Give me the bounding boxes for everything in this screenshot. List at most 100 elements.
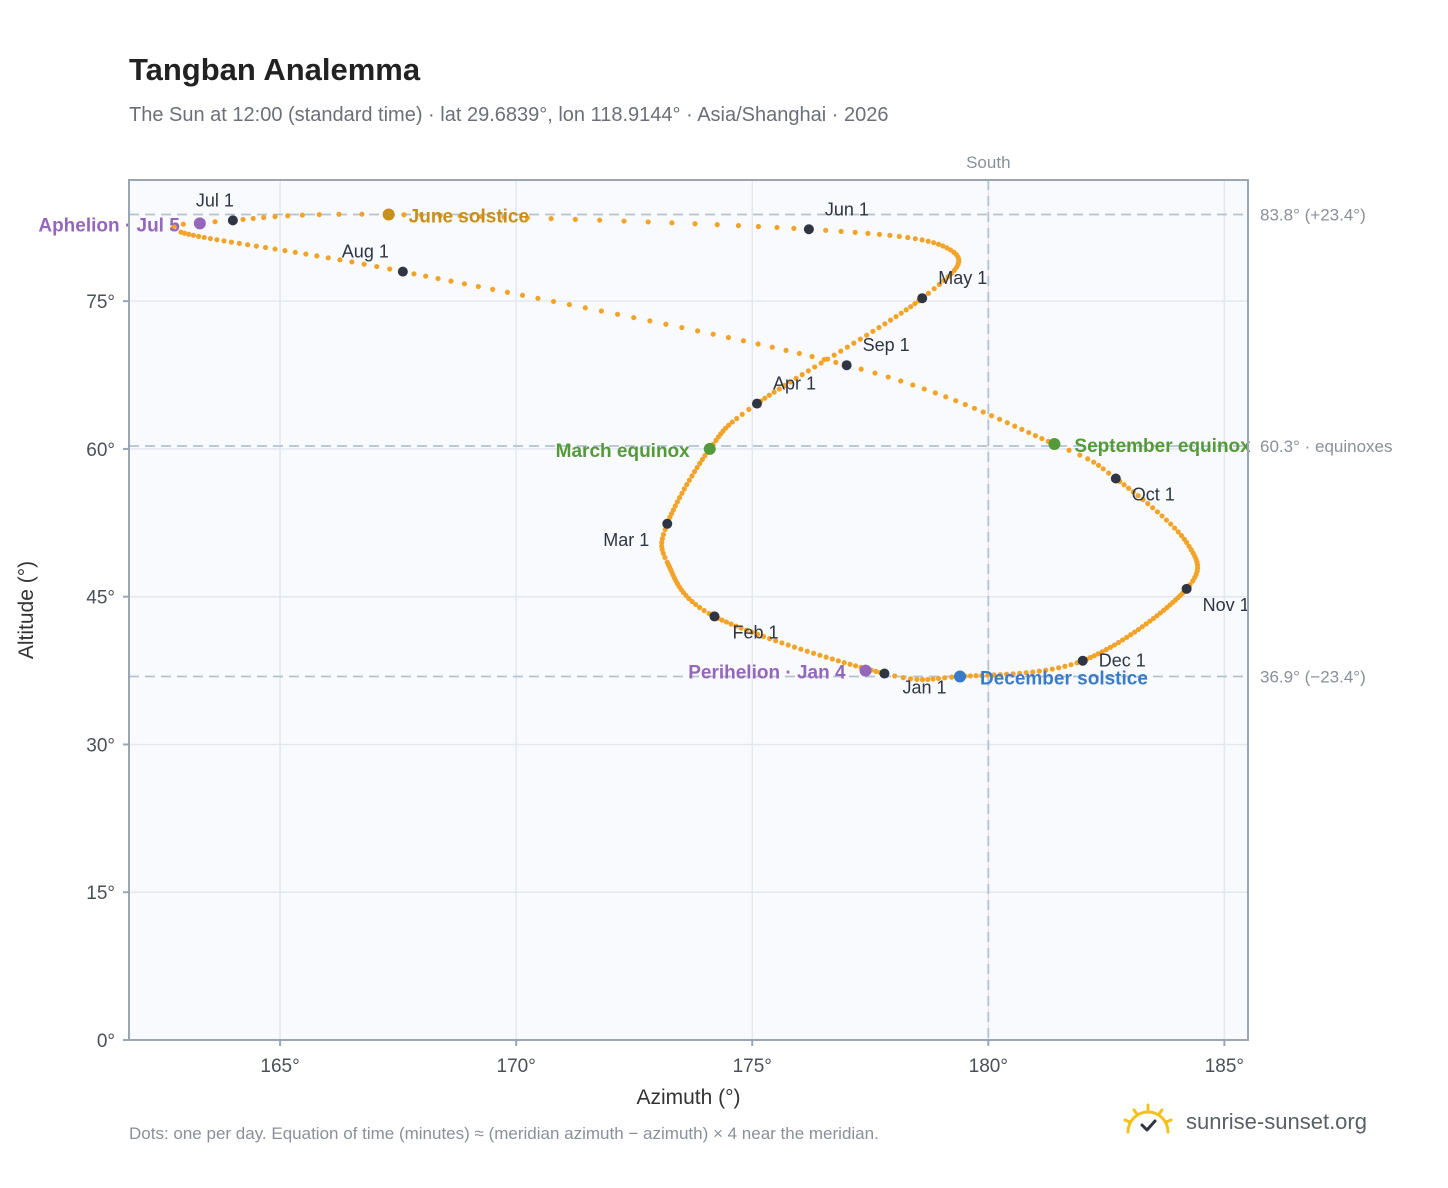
day-dot: [838, 228, 844, 234]
day-dot: [818, 360, 824, 366]
day-dot: [195, 233, 202, 239]
day-dot: [336, 211, 342, 217]
day-dot: [250, 215, 256, 222]
month-marker: [397, 266, 408, 277]
day-dot: [1026, 429, 1032, 436]
day-dot: [689, 473, 695, 479]
day-dot: [697, 460, 703, 466]
event-marker: [953, 670, 966, 683]
day-dot: [935, 241, 942, 247]
day-dot: [919, 677, 926, 683]
day-dot: [719, 617, 725, 623]
day-dot: [882, 321, 888, 327]
day-dot: [760, 633, 767, 640]
day-dot: [997, 671, 1003, 678]
month-label: Aug 1: [342, 242, 389, 262]
day-dot: [645, 219, 651, 225]
day-dot: [672, 503, 678, 509]
month-marker: [227, 215, 238, 226]
day-dot: [582, 305, 588, 311]
day-dot: [876, 324, 882, 331]
month-marker: [1181, 583, 1192, 594]
event-label: Aphelion · Jul 5: [38, 215, 180, 236]
day-dot: [991, 672, 997, 678]
day-dot: [967, 673, 974, 679]
day-dot: [1150, 615, 1157, 622]
event-label: June solstice: [409, 206, 529, 227]
day-dot: [885, 374, 891, 380]
month-marker: [709, 611, 720, 622]
day-dot: [272, 246, 278, 252]
day-dot: [910, 382, 916, 388]
day-dot: [475, 283, 481, 290]
day-dot: [1068, 662, 1074, 668]
day-dot: [872, 370, 878, 376]
day-dot: [325, 255, 331, 261]
event-label: September equinox: [1074, 436, 1251, 457]
day-dot: [774, 224, 780, 231]
y-tick-label: 15°: [86, 883, 115, 904]
day-dot: [851, 340, 857, 346]
day-dot: [821, 356, 827, 363]
day-dot: [858, 366, 864, 372]
day-dot: [734, 415, 740, 422]
day-dot: [181, 230, 188, 236]
day-dot: [316, 211, 322, 218]
event-marker: [382, 208, 395, 221]
day-dot: [659, 536, 665, 542]
day-dot: [597, 217, 603, 223]
day-dot: [401, 212, 407, 218]
day-dot: [1120, 637, 1126, 643]
day-dot: [1036, 668, 1042, 674]
day-dot: [900, 675, 906, 681]
day-dot: [282, 248, 288, 254]
day-dot: [572, 216, 578, 222]
month-marker: [1077, 655, 1088, 666]
day-dot: [812, 364, 818, 370]
day-dot: [566, 301, 572, 308]
day-dot: [925, 238, 931, 244]
day-dot: [725, 334, 732, 341]
month-marker: [841, 360, 852, 371]
chart-subtitle: The Sun at 12:00 (standard time) · lat 2…: [129, 104, 889, 126]
day-dot: [714, 222, 720, 228]
day-dot: [490, 286, 496, 292]
day-dot: [912, 236, 918, 242]
month-label: Oct 1: [1132, 484, 1175, 504]
day-dot: [766, 392, 772, 398]
day-dot: [925, 290, 932, 296]
day-dot: [660, 531, 667, 538]
day-dot: [1004, 420, 1010, 426]
day-dot: [374, 263, 380, 270]
day-dot: [387, 266, 393, 272]
day-dot: [1121, 482, 1127, 488]
day-dot: [733, 623, 739, 629]
day-dot: [1066, 447, 1072, 453]
day-dot: [723, 619, 730, 625]
day-dot: [739, 411, 745, 417]
day-dot: [796, 350, 802, 357]
x-tick-label: 170°: [497, 1056, 536, 1077]
day-dot: [776, 386, 782, 392]
day-dot: [221, 238, 227, 244]
day-dot: [676, 495, 683, 501]
event-label: March equinox: [556, 441, 691, 462]
day-dot: [893, 313, 899, 320]
day-dot: [844, 344, 850, 350]
day-dot: [411, 271, 417, 277]
day-dot: [694, 464, 700, 471]
day-dot: [359, 211, 365, 217]
day-dot: [299, 212, 305, 218]
day-dot: [701, 607, 707, 614]
month-label: Dec 1: [1099, 651, 1146, 671]
day-dot: [1111, 642, 1118, 648]
day-dot: [285, 213, 291, 219]
day-dot: [418, 212, 424, 218]
day-dot: [461, 281, 468, 287]
brand-link[interactable]: sunrise-sunset.org: [1120, 1102, 1367, 1142]
day-dot: [504, 289, 511, 295]
day-dot: [1172, 525, 1178, 531]
day-dot: [805, 368, 811, 374]
day-dot: [621, 218, 627, 224]
x-axis-label: Azimuth (°): [636, 1086, 740, 1109]
